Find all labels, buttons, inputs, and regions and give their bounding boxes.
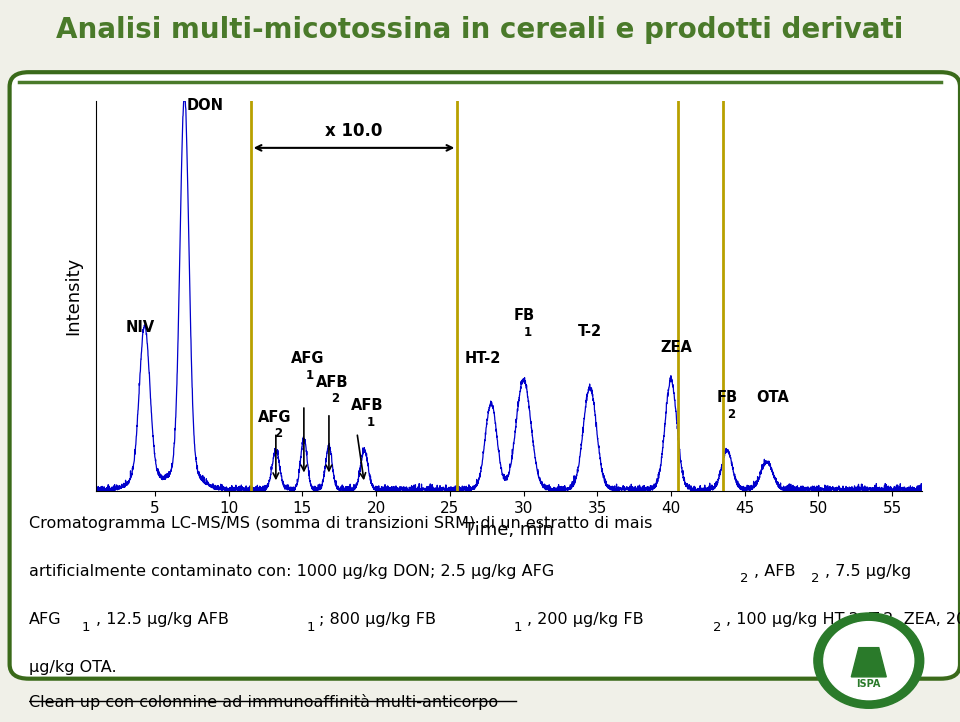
Text: ISPA: ISPA: [856, 679, 881, 690]
Y-axis label: Intensity: Intensity: [64, 257, 83, 335]
Text: FB: FB: [717, 390, 738, 405]
Text: , AFB: , AFB: [755, 564, 796, 579]
Text: x 10.0: x 10.0: [325, 122, 383, 140]
Text: , 100 μg/kg HT-2, T-2, ZEA, 20: , 100 μg/kg HT-2, T-2, ZEA, 20: [727, 612, 960, 627]
Text: 1: 1: [306, 369, 314, 382]
Text: OTA: OTA: [756, 390, 789, 405]
Text: FB: FB: [514, 308, 535, 323]
Polygon shape: [852, 648, 886, 677]
Text: AFG: AFG: [29, 612, 61, 627]
Text: 1: 1: [82, 620, 90, 634]
Text: 2: 2: [274, 427, 282, 440]
Text: AFB: AFB: [316, 375, 348, 390]
Text: μg/kg OTA.: μg/kg OTA.: [29, 661, 116, 675]
Text: AFB: AFB: [351, 398, 384, 413]
Text: DON: DON: [186, 97, 224, 113]
Circle shape: [814, 613, 924, 708]
Text: 1: 1: [514, 620, 522, 634]
Text: , 200 μg/kg FB: , 200 μg/kg FB: [527, 612, 643, 627]
Text: 1: 1: [307, 620, 315, 634]
Text: 1: 1: [367, 416, 374, 429]
Text: 2: 2: [331, 392, 339, 405]
Text: NIV: NIV: [126, 320, 155, 335]
Text: artificialmente contaminato con: 1000 μg/kg DON; 2.5 μg/kg AFG: artificialmente contaminato con: 1000 μg…: [29, 564, 554, 579]
Text: 2: 2: [713, 620, 721, 634]
Text: T-2: T-2: [578, 324, 602, 339]
Text: ZEA: ZEA: [660, 339, 692, 355]
Text: ; 800 μg/kg FB: ; 800 μg/kg FB: [320, 612, 437, 627]
Circle shape: [824, 622, 914, 700]
Text: Clean up con colonnine ad immunoaffinità multi-anticorpo: Clean up con colonnine ad immunoaffinità…: [29, 694, 498, 710]
Text: , 12.5 μg/kg AFB: , 12.5 μg/kg AFB: [96, 612, 228, 627]
X-axis label: Time, min: Time, min: [464, 521, 554, 539]
Text: 2: 2: [727, 408, 735, 421]
Text: 1: 1: [523, 326, 532, 339]
Text: Analisi multi-micotossina in cereali e prodotti derivati: Analisi multi-micotossina in cereali e p…: [57, 17, 903, 44]
Text: 2: 2: [811, 573, 820, 586]
Text: , 7.5 μg/kg: , 7.5 μg/kg: [825, 564, 911, 579]
Text: AFG: AFG: [258, 409, 292, 425]
Text: AFG: AFG: [291, 351, 324, 366]
Text: Cromatogramma LC-MS/MS (somma di transizioni SRM) di un estratto di mais: Cromatogramma LC-MS/MS (somma di transiz…: [29, 516, 652, 531]
Text: HT-2: HT-2: [465, 351, 501, 366]
Text: 2: 2: [740, 573, 749, 586]
